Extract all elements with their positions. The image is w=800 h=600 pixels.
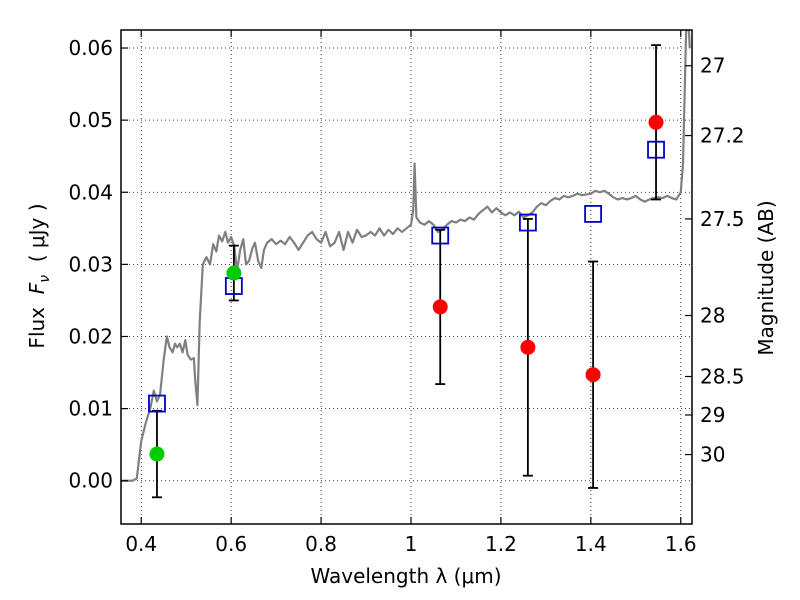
magnitude-axis-ticks: 27 27.2 27.5 28 28.5 29 30 — [685, 54, 745, 467]
y-axis-label: Flux Fν ( μJy ) — [25, 203, 53, 348]
y-axis-ticks: 0.00 0.01 0.02 0.03 0.04 0.05 0.06 — [68, 36, 128, 493]
plot-frame — [120, 29, 693, 525]
magnitude-axis-label: Magnitude (AB) — [754, 200, 778, 355]
model-marker — [647, 140, 665, 159]
x-tick-label: 0.4 — [125, 532, 157, 556]
y-tick-label: 0.04 — [68, 180, 113, 204]
y-tick-label: 0.03 — [68, 252, 113, 276]
observed-point — [432, 299, 448, 315]
mag-tick-label: 30 — [700, 443, 725, 467]
observed-flux-points — [149, 114, 664, 462]
mag-tick-label: 27.5 — [700, 207, 745, 231]
gridlines — [121, 30, 692, 524]
mag-tick-label: 27 — [700, 54, 725, 78]
mag-tick-label: 29 — [700, 403, 725, 427]
x-tick-label: 1 — [405, 532, 418, 556]
mag-tick-label: 28 — [700, 304, 725, 328]
observed-point — [585, 367, 601, 383]
x-tick-label: 1.4 — [575, 532, 607, 556]
y-tick-label: 0.05 — [68, 108, 113, 132]
model-marker — [431, 226, 450, 245]
x-axis-ticks: 0.4 0.6 0.8 1 1.2 1.4 1.6 — [125, 30, 697, 556]
y-axis-label-prefix: Flux — [25, 294, 49, 348]
sed-line — [121, 30, 691, 482]
y-axis-label-suffix: ( μJy ) — [25, 203, 49, 275]
sed-model-curve — [121, 30, 691, 482]
x-tick-label: 0.6 — [215, 532, 247, 556]
x-tick-label: 1.6 — [665, 532, 697, 556]
observed-point — [520, 339, 536, 355]
x-tick-label: 1.2 — [485, 532, 517, 556]
y-tick-label: 0.00 — [68, 469, 113, 493]
observed-point — [226, 265, 242, 281]
x-tick-label: 0.8 — [305, 532, 337, 556]
mag-tick-label: 28.5 — [700, 364, 745, 388]
x-axis-label: Wavelength λ (μm) — [310, 564, 501, 588]
model-marker — [584, 204, 602, 223]
y-axis-label-subscript: ν — [37, 275, 53, 283]
observed-point — [149, 446, 165, 462]
observed-point — [648, 114, 664, 130]
model-marker — [148, 394, 166, 413]
y-tick-label: 0.06 — [68, 36, 113, 60]
model-marker — [518, 213, 537, 232]
mag-tick-label: 27.2 — [700, 124, 745, 148]
y-axis-label-symbol: F — [25, 282, 49, 294]
y-tick-label: 0.01 — [68, 397, 113, 421]
y-tick-label: 0.02 — [68, 324, 113, 348]
